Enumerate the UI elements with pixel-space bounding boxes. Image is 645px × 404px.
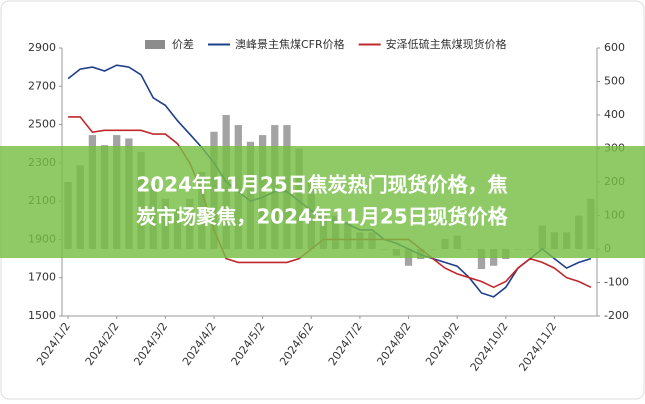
y-tick-label: 2900 [28,41,56,54]
banner-title: 2024年11月25日焦炭热门现货价格，焦 [136,173,507,197]
y2-tick-label: 600 [604,41,625,54]
bar [477,249,486,270]
y2-tick-label: 400 [604,108,625,121]
legend-label: 澳峰景主焦煤CFR价格 [235,37,345,51]
y-tick-label: 1500 [28,309,56,322]
y2-tick-label: -100 [604,276,629,289]
legend-swatch [145,40,165,49]
banner-title: 炭市场聚焦，2024年11月25日现货价格 [136,205,508,229]
y-tick-label: 2500 [28,118,56,131]
legend-label: 价差 [172,37,194,51]
y2-tick-label: -200 [604,309,629,322]
legend-label: 安泽低硫主焦煤现货价格 [386,37,507,51]
y-tick-label: 2700 [28,79,56,92]
y2-tick-label: 500 [604,75,625,88]
y-tick-label: 1700 [28,271,56,284]
banner-band [0,146,645,258]
